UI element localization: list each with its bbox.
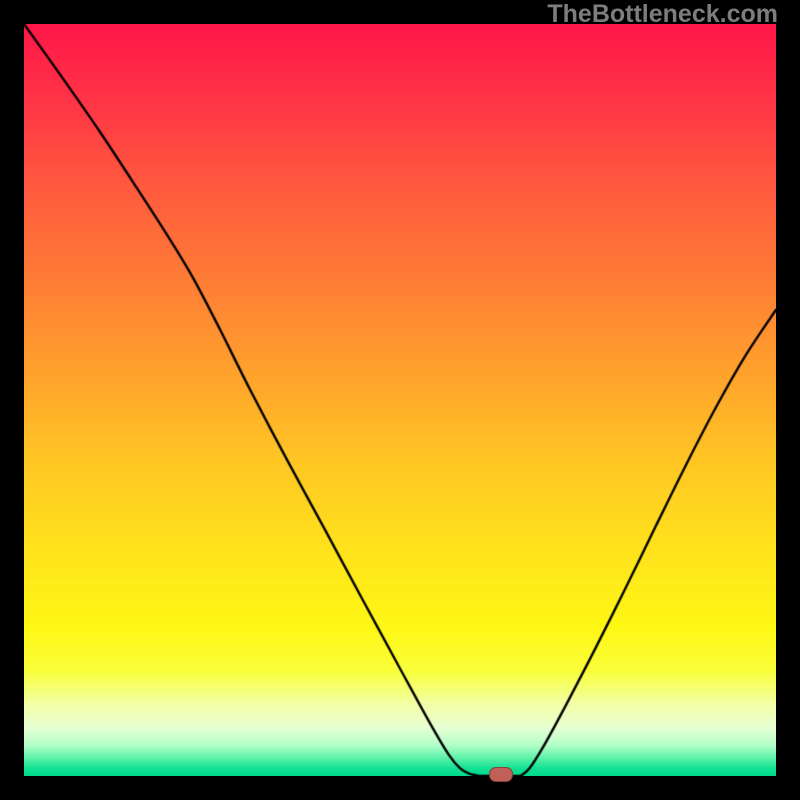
chart-stage: TheBottleneck.com	[0, 0, 800, 800]
bottleneck-curve	[24, 24, 776, 776]
optimal-point-marker	[489, 767, 513, 782]
watermark-text: TheBottleneck.com	[547, 0, 778, 29]
